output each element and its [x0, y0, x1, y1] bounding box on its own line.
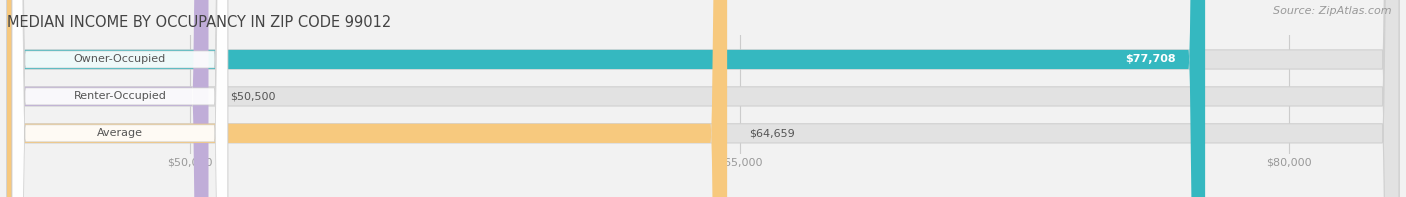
Text: $64,659: $64,659	[749, 128, 794, 138]
FancyBboxPatch shape	[13, 0, 228, 197]
Text: MEDIAN INCOME BY OCCUPANCY IN ZIP CODE 99012: MEDIAN INCOME BY OCCUPANCY IN ZIP CODE 9…	[7, 15, 391, 30]
FancyBboxPatch shape	[7, 0, 727, 197]
Text: $77,708: $77,708	[1125, 54, 1175, 64]
Text: Source: ZipAtlas.com: Source: ZipAtlas.com	[1274, 6, 1392, 16]
FancyBboxPatch shape	[13, 0, 228, 197]
FancyBboxPatch shape	[7, 0, 1205, 197]
Text: $50,500: $50,500	[231, 91, 276, 101]
Text: Average: Average	[97, 128, 143, 138]
FancyBboxPatch shape	[7, 0, 208, 197]
Text: Renter-Occupied: Renter-Occupied	[73, 91, 166, 101]
FancyBboxPatch shape	[7, 0, 1399, 197]
Text: Owner-Occupied: Owner-Occupied	[73, 54, 166, 64]
FancyBboxPatch shape	[7, 0, 1399, 197]
FancyBboxPatch shape	[13, 0, 228, 197]
FancyBboxPatch shape	[7, 0, 1399, 197]
